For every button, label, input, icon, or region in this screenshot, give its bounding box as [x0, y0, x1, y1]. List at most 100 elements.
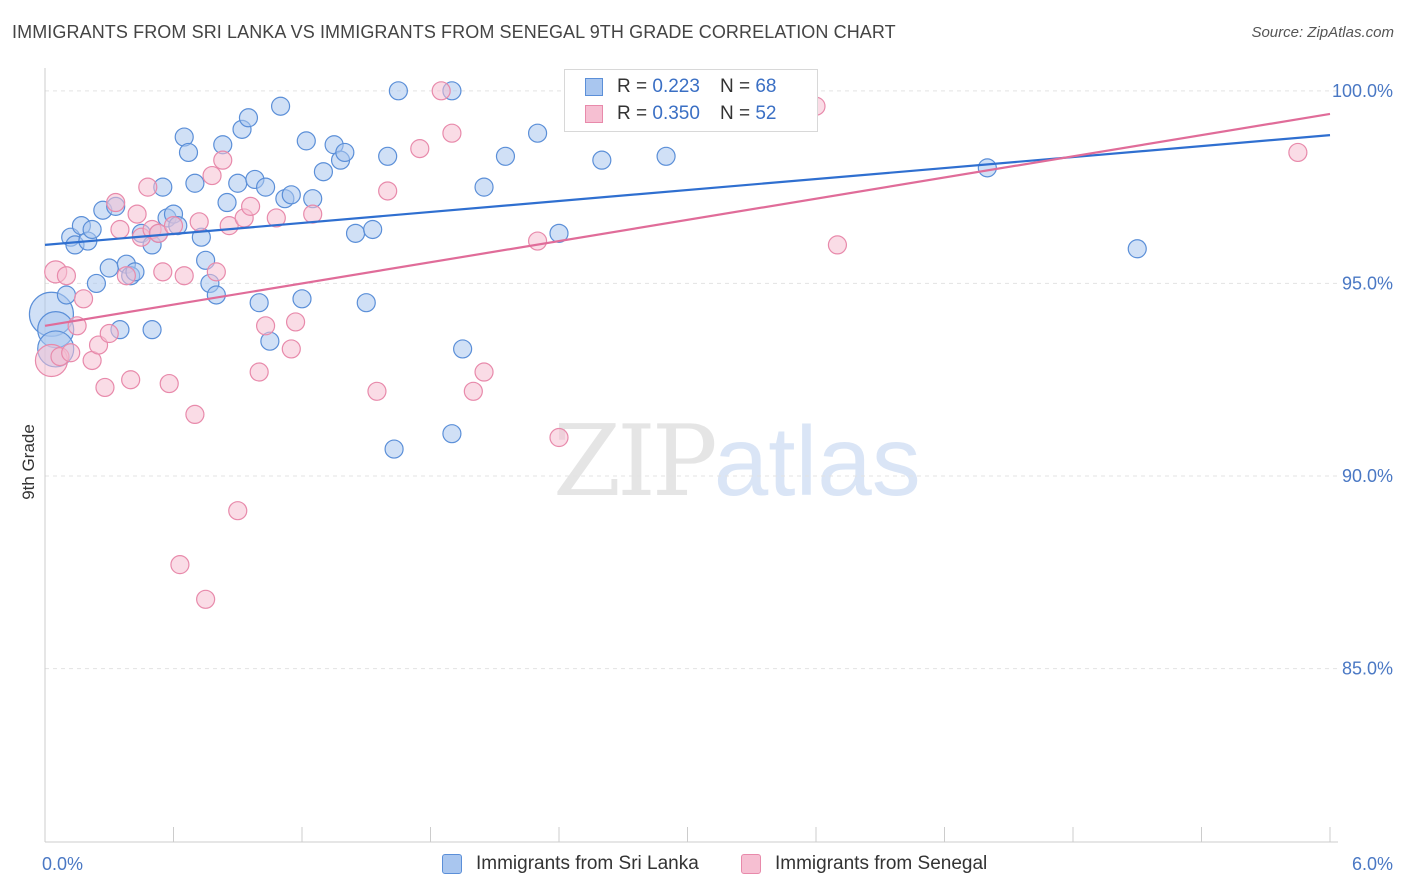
point-sri-lanka [474, 177, 494, 197]
point-sri-lanka [388, 81, 408, 101]
point-senegal [73, 289, 94, 309]
y-tick-label: 90.0% [1342, 466, 1393, 486]
point-sri-lanka [442, 424, 462, 444]
bottom-legend-sri-lanka: Immigrants from Sri Lanka [442, 852, 699, 876]
point-senegal [61, 343, 81, 363]
point-sri-lanka [82, 219, 102, 240]
point-senegal [106, 192, 126, 213]
point-senegal [206, 262, 226, 282]
point-senegal [159, 373, 179, 394]
point-senegal [367, 381, 387, 401]
point-sri-lanka [656, 146, 676, 166]
point-senegal [1288, 142, 1308, 163]
point-senegal [95, 377, 115, 398]
point-sri-lanka [86, 273, 107, 294]
point-senegal [442, 123, 462, 143]
point-senegal [189, 212, 209, 232]
point-senegal [185, 404, 205, 425]
point-senegal [241, 196, 261, 216]
point-senegal [116, 266, 136, 286]
point-sri-lanka [255, 177, 276, 197]
data-points [28, 81, 1308, 609]
point-senegal [410, 139, 430, 159]
point-senegal [303, 204, 323, 224]
watermark-zip: ZIP [553, 405, 718, 519]
tick-labels: 85.0% 90.0% 95.0% 100.0% 0.0% 6.0% [42, 81, 1393, 874]
point-senegal [127, 204, 147, 224]
point-sri-lanka [281, 185, 301, 205]
point-senegal [138, 177, 158, 197]
point-sri-lanka [270, 96, 291, 116]
point-senegal [378, 181, 398, 201]
point-sri-lanka [356, 293, 376, 313]
point-senegal [202, 165, 222, 186]
point-sri-lanka [495, 146, 516, 166]
point-senegal [213, 150, 233, 170]
watermark-atlas: atlas [713, 406, 921, 516]
chart-title: IMMIGRANTS FROM SRI LANKA VS IMMIGRANTS … [12, 22, 896, 42]
point-senegal [174, 266, 194, 286]
trend-line-sri-lanka [44, 134, 1331, 247]
point-sri-lanka [142, 320, 162, 340]
point-sri-lanka [178, 142, 199, 163]
bottom-legend-swatch-blue [442, 854, 462, 874]
legend-n-value: 52 [755, 103, 777, 124]
bottom-legend-label: Immigrants from Sri Lanka [476, 853, 699, 874]
point-sri-lanka [335, 142, 355, 163]
point-senegal [281, 339, 301, 359]
point-sri-lanka [56, 285, 77, 305]
watermark: ZIPatlas [553, 405, 921, 519]
point-senegal [463, 381, 483, 401]
point-sri-lanka [345, 223, 366, 243]
point-sri-lanka [228, 173, 248, 193]
point-sri-lanka [217, 192, 237, 213]
point-sri-lanka [99, 258, 119, 278]
y-tick-label: 85.0% [1342, 659, 1393, 679]
point-senegal [827, 235, 848, 255]
point-senegal [431, 81, 451, 101]
point-sri-lanka [549, 223, 569, 243]
point-senegal [153, 262, 173, 282]
point-sri-lanka [1127, 239, 1147, 259]
legend-n-label: N = [719, 76, 751, 97]
y-tick-label: 95.0% [1342, 273, 1393, 293]
point-sri-lanka [292, 289, 312, 309]
point-sri-lanka [384, 439, 404, 459]
x-tick-label-max: 6.0% [1352, 854, 1393, 874]
x-tick-label-min: 0.0% [42, 854, 83, 874]
point-senegal [527, 231, 548, 251]
bottom-legend-label: Immigrants from Senegal [775, 853, 988, 874]
point-sri-lanka [453, 339, 473, 359]
point-senegal [549, 427, 569, 448]
point-senegal [255, 316, 276, 336]
legend-r-label: R = [617, 103, 648, 124]
stats-legend: R = 0.223 N = 68 R = 0.350 N = 52 [564, 69, 818, 132]
point-senegal [110, 219, 130, 240]
point-sri-lanka [206, 285, 226, 305]
point-senegal [285, 312, 306, 332]
legend-n-label: N = [719, 103, 751, 124]
point-sri-lanka [592, 150, 612, 170]
point-senegal [196, 589, 216, 609]
point-sri-lanka [378, 146, 398, 166]
legend-swatch-blue [585, 78, 603, 96]
bottom-legend-senegal: Immigrants from Senegal [741, 852, 987, 876]
trend-lines [44, 112, 1331, 327]
point-sri-lanka [527, 123, 548, 143]
y-tick-label: 100.0% [1332, 81, 1393, 101]
axes [44, 68, 1338, 843]
point-senegal [163, 216, 184, 236]
bottom-legend-swatch-pink [741, 854, 761, 874]
point-sri-lanka [313, 162, 334, 182]
legend-swatch-pink [585, 105, 603, 123]
point-senegal [249, 362, 269, 382]
point-sri-lanka [185, 173, 205, 193]
legend-row-sri-lanka: R = 0.223 N = 68 [585, 75, 776, 99]
point-sri-lanka [238, 108, 259, 128]
legend-row-senegal: R = 0.350 N = 52 [585, 102, 776, 126]
trend-line-senegal [44, 112, 1331, 327]
point-senegal [228, 501, 248, 521]
legend-n-value: 68 [755, 76, 777, 97]
source-label: Source: ZipAtlas.com [1251, 24, 1394, 41]
